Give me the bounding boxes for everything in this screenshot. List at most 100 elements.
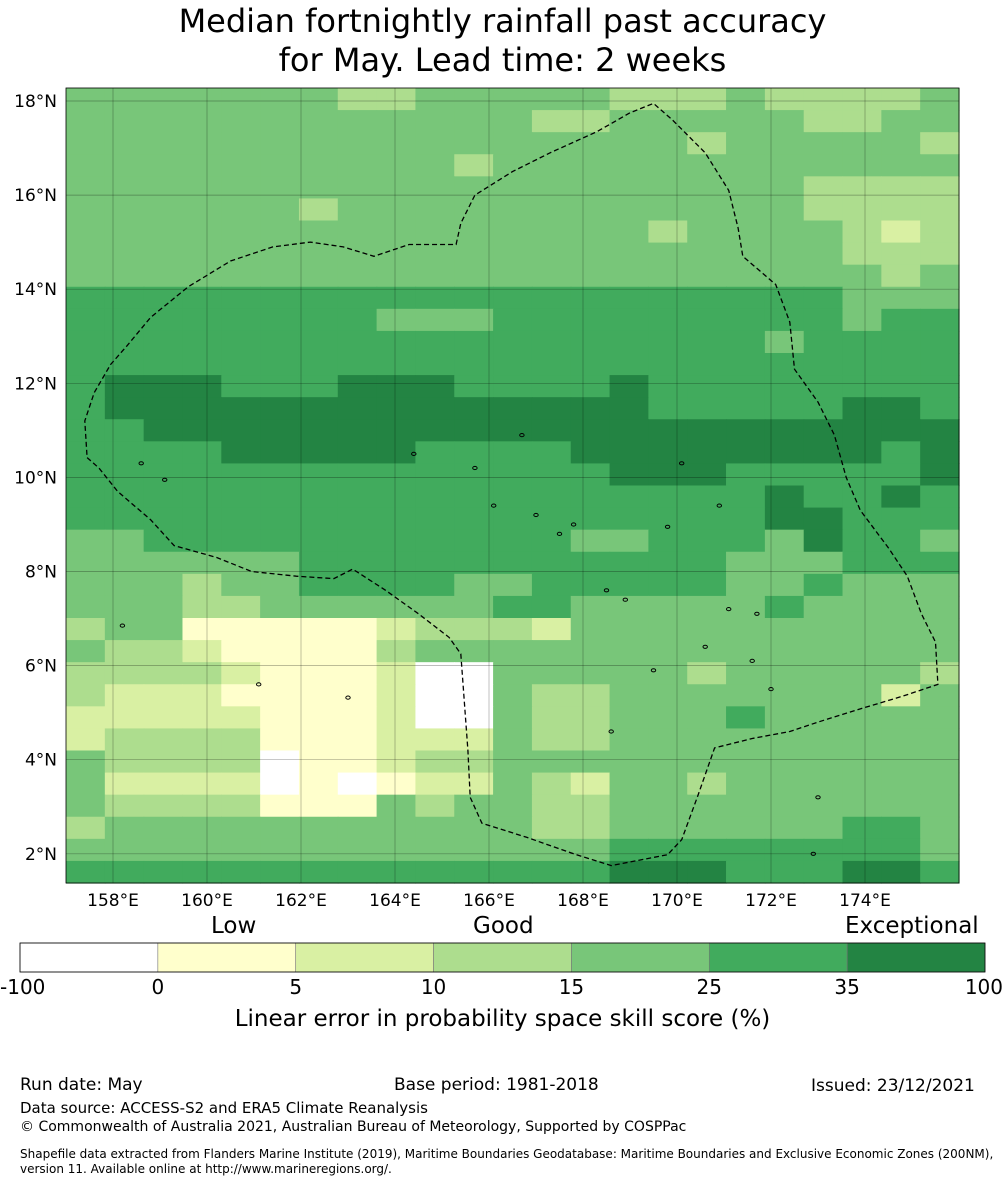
grid-cell	[570, 706, 611, 730]
grid-cell	[609, 860, 649, 884]
grid-cell	[337, 750, 378, 774]
grid-cell	[687, 640, 727, 663]
grid-cell	[337, 132, 378, 155]
longitude-labels: 158°E 160°E 162°E 164°E 166°E 168°E 170°E 172°E…	[87, 891, 891, 911]
grid-cell	[493, 750, 533, 774]
grid-cell	[66, 397, 106, 420]
grid-cell	[570, 684, 611, 707]
grid-cell	[764, 838, 805, 862]
grid-cell	[648, 419, 688, 442]
grid-cell	[415, 816, 455, 840]
grid-cell	[881, 595, 921, 619]
grid-cell	[920, 353, 960, 376]
grid-cell	[337, 551, 378, 575]
grid-cell	[298, 618, 339, 641]
grid-cell	[143, 595, 184, 619]
grid-cell	[687, 662, 727, 685]
grid-cell	[143, 88, 184, 111]
grid-cell	[182, 573, 222, 597]
grid-cell	[337, 816, 378, 840]
grid-cell	[143, 662, 184, 685]
grid-cell	[143, 353, 184, 376]
grid-cell	[221, 308, 261, 332]
grid-cell	[842, 507, 882, 531]
lon-label: 162°E	[275, 891, 327, 911]
grid-cell	[842, 88, 882, 111]
grid-cell	[920, 441, 960, 465]
grid-cell	[182, 88, 222, 111]
grid-cell	[764, 684, 805, 707]
grid-cell	[881, 375, 921, 398]
grid-cell	[570, 353, 611, 376]
grid-cell	[182, 618, 222, 641]
grid-cell	[726, 551, 766, 575]
grid-cell	[842, 330, 882, 354]
grid-cell	[648, 330, 688, 354]
grid-cell	[376, 308, 417, 332]
grid-cell	[337, 176, 378, 200]
grid-cell	[881, 772, 921, 796]
grid-cell	[143, 816, 184, 840]
grid-cell	[493, 838, 533, 862]
grid-cell	[260, 176, 300, 200]
grid-cell	[298, 684, 339, 707]
grid-cell	[415, 419, 455, 442]
grid-cell	[493, 441, 533, 465]
grid-cell	[842, 198, 882, 222]
grid-cell	[609, 220, 649, 244]
grid-cell	[298, 308, 339, 332]
grid-cell	[143, 728, 184, 752]
grid-cell	[298, 220, 339, 244]
grid-cell	[920, 750, 960, 774]
lat-label: 4°N	[25, 751, 57, 771]
grid-cell	[570, 485, 611, 509]
grid-cell	[376, 441, 417, 465]
colorbar-segment	[19, 942, 159, 973]
grid-cell	[415, 838, 455, 862]
grid-cell	[920, 816, 960, 840]
grid-cell	[531, 220, 572, 244]
grid-cell	[104, 441, 145, 465]
copyright: © Commonwealth of Australia 2021, Austra…	[20, 1119, 687, 1135]
island	[162, 477, 168, 482]
grid-cell	[376, 684, 417, 707]
grid-cell	[648, 838, 688, 862]
grid-cell	[609, 640, 649, 663]
grid-cell	[143, 264, 184, 288]
lon-label: 164°E	[369, 891, 421, 911]
grid-cell	[104, 662, 145, 685]
grid-cell	[609, 330, 649, 354]
grid-cell	[609, 750, 649, 774]
grid-cell	[221, 220, 261, 244]
grid-cell	[337, 573, 378, 597]
grid-cell	[143, 529, 184, 553]
grid-cell	[66, 684, 106, 707]
grid-cell	[415, 684, 455, 707]
grid-cell	[104, 640, 145, 663]
grid-cell	[881, 728, 921, 752]
grid-cell	[687, 110, 727, 133]
grid-cell	[803, 838, 844, 862]
grid-cell	[298, 353, 339, 376]
grid-cell	[182, 308, 222, 332]
grid-cell	[842, 308, 882, 332]
grid-cell	[104, 220, 145, 244]
grid-cell	[493, 176, 533, 200]
grid-cell	[143, 330, 184, 354]
lat-label: 8°N	[25, 563, 57, 583]
grid-cell	[415, 154, 455, 177]
grid-cell	[143, 198, 184, 222]
grid-cell	[376, 132, 417, 155]
grid-cell	[337, 529, 378, 553]
grid-cell	[260, 706, 300, 730]
grid-cell	[531, 838, 572, 862]
grid-cell	[803, 728, 844, 752]
grid-cell	[531, 485, 572, 509]
grid-cell	[104, 750, 145, 774]
grid-cell	[842, 640, 882, 663]
grid-cell	[881, 198, 921, 222]
grid-cell	[376, 816, 417, 840]
grid-cell	[454, 728, 494, 752]
grid-cell	[376, 110, 417, 133]
grid-cell	[376, 154, 417, 177]
